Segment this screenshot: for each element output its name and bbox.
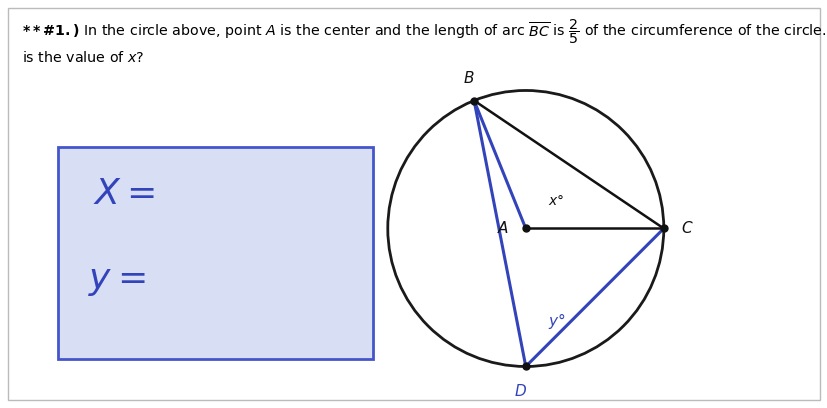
Text: A: A bbox=[497, 221, 507, 236]
Text: $y°$: $y°$ bbox=[547, 311, 565, 331]
FancyBboxPatch shape bbox=[58, 147, 372, 359]
Text: $x°$: $x°$ bbox=[547, 195, 563, 208]
Text: $\mathit{X}$$=$: $\mathit{X}$$=$ bbox=[93, 177, 155, 211]
Text: C: C bbox=[681, 221, 691, 236]
Text: D: D bbox=[514, 384, 526, 399]
Text: is the value of $x$?: is the value of $x$? bbox=[22, 50, 145, 65]
Text: B: B bbox=[463, 71, 474, 86]
FancyBboxPatch shape bbox=[8, 8, 819, 400]
Text: $\mathbf{**\#1.)}$ In the circle above, point $A$ is the center and the length o: $\mathbf{**\#1.)}$ In the circle above, … bbox=[22, 18, 827, 47]
Text: $\mathit{y}$$=$: $\mathit{y}$$=$ bbox=[88, 264, 146, 297]
